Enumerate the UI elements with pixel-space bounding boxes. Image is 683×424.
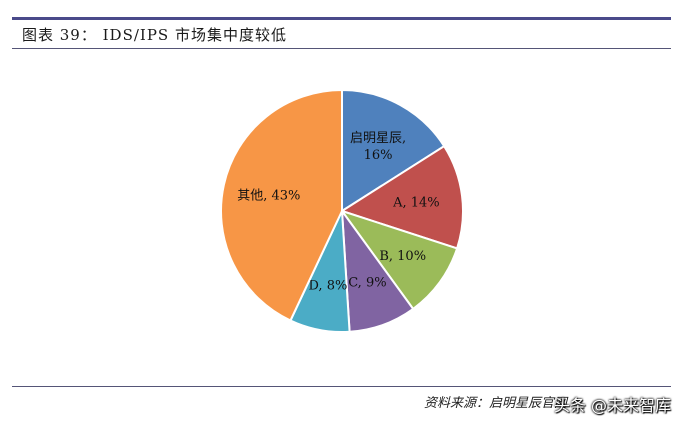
pie-slice-qiming (341, 88, 446, 213)
slice-label-b: B, 10% (379, 249, 426, 264)
title-rule (12, 48, 671, 49)
pie-slice-b (339, 209, 459, 311)
chart-title: 图表 39： IDS/IPS 市场集中度较低 (22, 26, 287, 44)
slice-label-a: A, 14% (392, 196, 440, 211)
pie-chart: 启明星辰, 16% A, 14% B, 10% C, 9%D, 8% 其他, 43% (220, 88, 464, 333)
bottom-rule (12, 386, 671, 387)
slice-label-other: 其他, 43% (237, 189, 300, 204)
slice-label-qiming: 启明星辰, 16% (350, 131, 406, 163)
pie-slice-a (339, 144, 464, 250)
source-note: 资料来源：启明星辰官网 (423, 396, 567, 411)
slice-label-c: C, 9% (348, 276, 386, 291)
top-rule (12, 17, 671, 20)
pie-slice-other (220, 88, 343, 322)
slice-label-d: D, 8% (308, 279, 347, 294)
watermark: 头条 @未来智库 (553, 396, 671, 415)
